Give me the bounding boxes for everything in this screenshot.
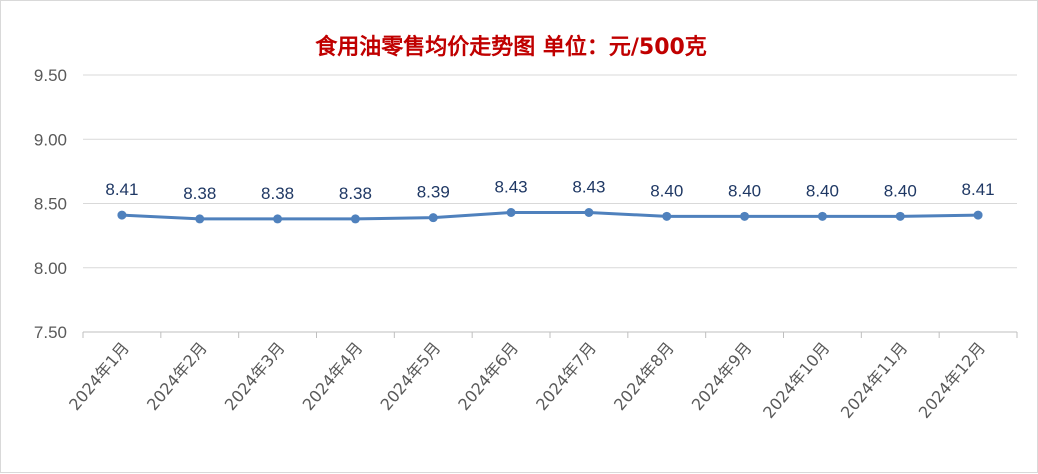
data-point [895,211,905,221]
x-tick-label: 2024年3月 [221,338,289,414]
data-label: 8.38 [261,184,294,203]
data-label: 8.43 [495,177,528,196]
x-tick-label: 2024年9月 [688,338,756,414]
data-label: 8.40 [650,181,683,200]
data-labels: 8.41 8.38 8.38 8.38 8.39 8.43 8.43 8.40 8.40 8.40… [105,177,994,202]
x-tick-label: 2024年4月 [299,338,367,414]
x-axis-ticks: 2024年1月 2024年2月 2024年3月 2024年4月 2024年5月 2024年… [65,338,989,422]
gridlines [82,74,1018,338]
y-tick-label: 8.00 [34,259,67,278]
data-label: 8.39 [417,183,450,202]
data-point [740,211,750,221]
data-label: 8.40 [806,181,839,200]
y-tick-label: 9.50 [34,66,67,85]
x-tick-label: 2024年10月 [759,338,833,422]
data-point [273,214,283,224]
data-label: 8.38 [183,184,216,203]
data-point [506,207,516,217]
y-tick-label: 8.50 [34,195,67,214]
data-point [662,211,672,221]
data-label: 8.40 [884,181,917,200]
data-point [350,214,360,224]
data-label: 8.38 [339,184,372,203]
x-tick-label: 2024年7月 [532,338,600,414]
chart-title: 食用油零售均价走势图 单位：元/500克 [315,34,707,60]
x-tick-label: 2024年1月 [65,338,133,414]
x-tick-label: 2024年8月 [610,338,678,414]
x-tick-label: 2024年2月 [143,338,211,414]
data-point [584,207,594,217]
data-point [117,210,127,220]
data-point [973,210,983,220]
series-line [120,210,980,221]
y-tick-label: 9.00 [34,130,67,149]
x-tick-label: 2024年6月 [454,338,522,414]
data-label: 8.40 [728,181,761,200]
y-tick-label: 7.50 [34,323,67,342]
data-point [428,213,438,223]
data-label: 8.43 [572,177,605,196]
data-label: 8.41 [105,180,138,199]
data-label: 8.41 [962,180,995,199]
series-layer [117,207,983,224]
x-tick-label: 2024年12月 [915,338,989,422]
data-point [817,211,827,221]
y-axis-ticks: 7.50 8.00 8.50 9.00 9.50 [34,66,67,342]
data-point [195,214,205,224]
x-tick-label: 2024年5月 [376,338,444,414]
x-tick-label: 2024年11月 [837,338,911,422]
